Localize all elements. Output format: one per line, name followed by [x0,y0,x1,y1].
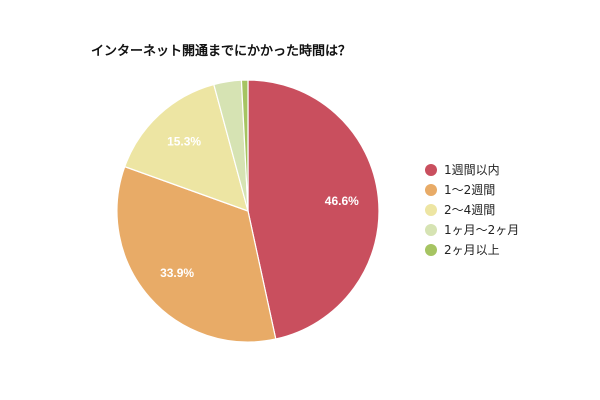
slice-data-label-2: 33.9% [160,266,194,280]
pie-slice-2 [116,165,277,343]
slice-data-label-1: 46.6% [325,194,359,208]
pie-slice-labels: 46.6% 33.9% 15.3% [160,135,359,281]
legend-label-3: 2〜4週間 [444,203,495,217]
pie-slice-1 [247,79,380,340]
pie-slice-5 [240,79,249,212]
legend-marker-3 [425,204,437,216]
legend-label-5: 2ヶ月以上 [444,243,500,257]
legend-marker-1 [425,164,437,176]
legend-marker-2 [425,184,437,196]
slice-data-label-3: 15.3% [167,135,201,149]
legend: 1週間以内 1〜2週間 2〜4週間 1ヶ月〜2ヶ月 2ヶ月以上 [425,163,519,257]
legend-label-2: 1〜2週間 [444,183,495,197]
legend-label-1: 1週間以内 [444,163,500,177]
chart-title: インターネット開通までにかかった時間は？ [91,43,351,59]
legend-label-4: 1ヶ月〜2ヶ月 [444,223,519,237]
pie-slice-3 [123,83,249,212]
legend-marker-4 [425,224,437,236]
pie-slices [116,79,380,343]
legend-marker-5 [425,244,437,256]
